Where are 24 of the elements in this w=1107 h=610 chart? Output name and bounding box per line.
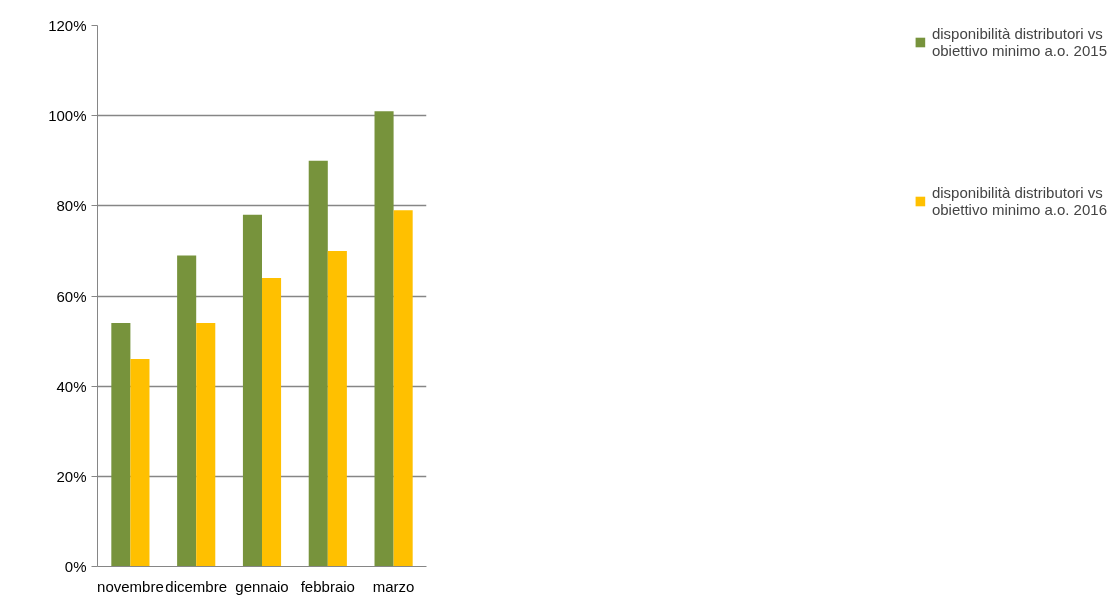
bar xyxy=(308,160,328,567)
x-tick-label: febbraio xyxy=(300,577,355,595)
bar xyxy=(111,323,131,567)
bar xyxy=(242,214,262,567)
x-tick-label: gennaio xyxy=(235,577,289,595)
bar xyxy=(196,323,216,567)
y-tick-label: 60% xyxy=(56,287,87,305)
x-tick-label: marzo xyxy=(372,577,415,595)
bar xyxy=(327,250,347,567)
x-tick-label: novembre xyxy=(97,577,164,595)
bar xyxy=(374,111,394,567)
y-tick-label: 40% xyxy=(56,377,87,395)
bar xyxy=(130,359,150,567)
bar xyxy=(177,255,197,567)
y-tick-label: 80% xyxy=(56,197,87,215)
bar xyxy=(262,277,282,567)
bar xyxy=(393,210,413,567)
y-tick-label: 120% xyxy=(48,17,87,34)
legend-label: disponibilità distributori vs obiettivo minimo a.o. 2015 xyxy=(931,25,1107,59)
y-tick-label: 0% xyxy=(64,558,87,575)
y-tick-label: 20% xyxy=(56,467,87,485)
y-tick-label: 100% xyxy=(48,107,87,125)
x-tick-label: dicembre xyxy=(165,577,228,595)
legend-label: disponibilità distributori vs obiettivo minimo a.o. 2016 xyxy=(931,184,1107,218)
